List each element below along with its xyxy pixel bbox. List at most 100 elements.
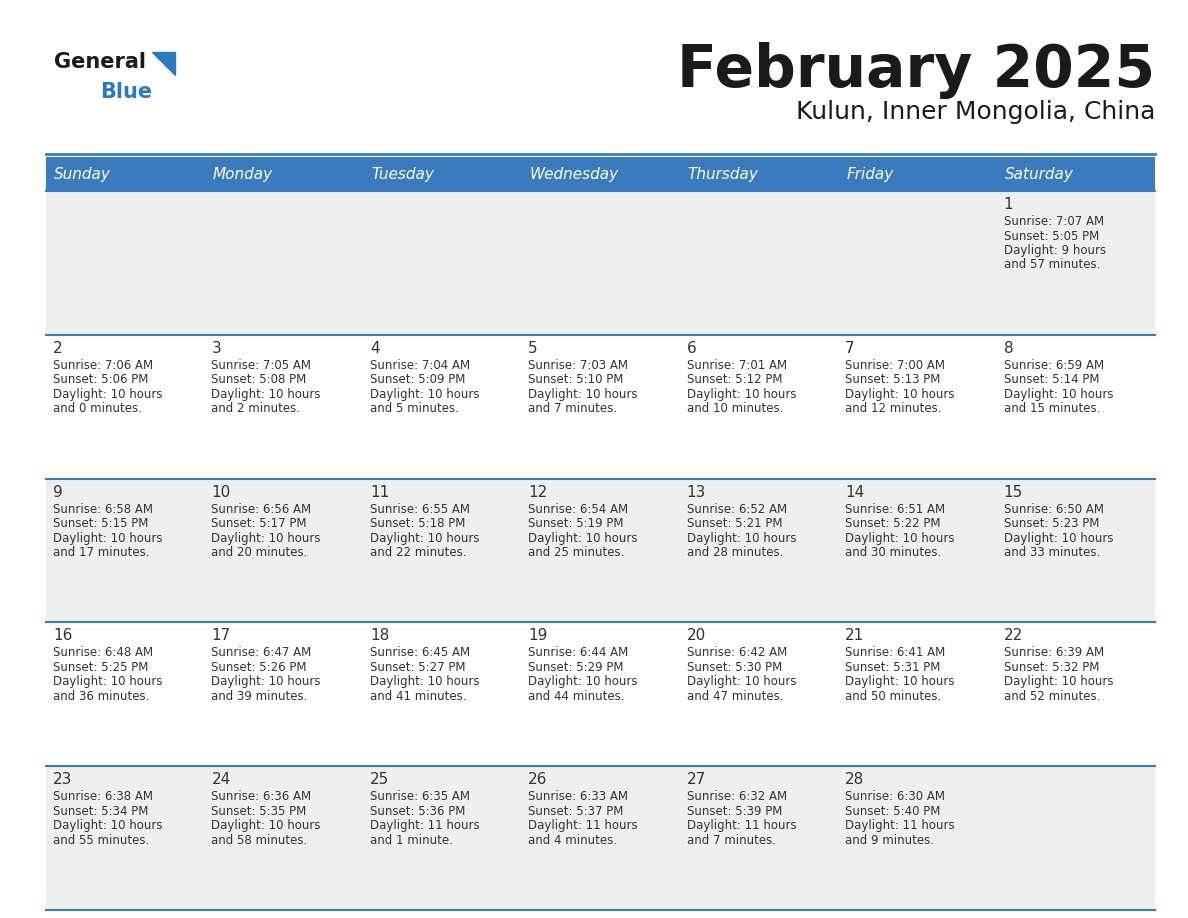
Text: Sunrise: 6:52 AM: Sunrise: 6:52 AM bbox=[687, 502, 786, 516]
Text: and 22 minutes.: and 22 minutes. bbox=[369, 546, 467, 559]
Text: and 2 minutes.: and 2 minutes. bbox=[211, 402, 301, 415]
Text: 12: 12 bbox=[529, 485, 548, 499]
Text: Sunrise: 6:38 AM: Sunrise: 6:38 AM bbox=[53, 790, 153, 803]
Text: 17: 17 bbox=[211, 629, 230, 644]
Text: and 47 minutes.: and 47 minutes. bbox=[687, 690, 783, 703]
Text: and 9 minutes.: and 9 minutes. bbox=[845, 834, 934, 846]
Text: Sunrise: 6:45 AM: Sunrise: 6:45 AM bbox=[369, 646, 470, 659]
Text: Sunset: 5:27 PM: Sunset: 5:27 PM bbox=[369, 661, 466, 674]
Text: Daylight: 10 hours: Daylight: 10 hours bbox=[53, 676, 163, 688]
Text: Sunrise: 6:58 AM: Sunrise: 6:58 AM bbox=[53, 502, 153, 516]
Text: Sunrise: 7:06 AM: Sunrise: 7:06 AM bbox=[53, 359, 153, 372]
Text: Sunset: 5:14 PM: Sunset: 5:14 PM bbox=[1004, 374, 1099, 386]
Bar bbox=[839, 157, 997, 191]
Text: Sunset: 5:40 PM: Sunset: 5:40 PM bbox=[845, 805, 941, 818]
Text: Sunrise: 7:03 AM: Sunrise: 7:03 AM bbox=[529, 359, 628, 372]
Text: Sunrise: 6:42 AM: Sunrise: 6:42 AM bbox=[687, 646, 786, 659]
Bar bbox=[362, 157, 522, 191]
Text: Sunrise: 6:54 AM: Sunrise: 6:54 AM bbox=[529, 502, 628, 516]
Bar bbox=[46, 478, 1155, 622]
Text: 18: 18 bbox=[369, 629, 390, 644]
Text: Sunrise: 6:41 AM: Sunrise: 6:41 AM bbox=[845, 646, 946, 659]
Text: and 39 minutes.: and 39 minutes. bbox=[211, 690, 308, 703]
Text: and 58 minutes.: and 58 minutes. bbox=[211, 834, 308, 846]
Text: Sunrise: 7:05 AM: Sunrise: 7:05 AM bbox=[211, 359, 311, 372]
Text: 13: 13 bbox=[687, 485, 706, 499]
Text: Sunset: 5:34 PM: Sunset: 5:34 PM bbox=[53, 805, 148, 818]
Text: Wednesday: Wednesday bbox=[530, 166, 619, 182]
Text: 8: 8 bbox=[1004, 341, 1013, 356]
Text: and 15 minutes.: and 15 minutes. bbox=[1004, 402, 1100, 415]
Bar bbox=[46, 335, 1155, 478]
Text: Sunrise: 6:32 AM: Sunrise: 6:32 AM bbox=[687, 790, 786, 803]
Text: Daylight: 10 hours: Daylight: 10 hours bbox=[687, 387, 796, 401]
Text: and 17 minutes.: and 17 minutes. bbox=[53, 546, 150, 559]
Text: Sunrise: 7:07 AM: Sunrise: 7:07 AM bbox=[1004, 215, 1104, 228]
Text: Sunset: 5:25 PM: Sunset: 5:25 PM bbox=[53, 661, 148, 674]
Text: Sunset: 5:21 PM: Sunset: 5:21 PM bbox=[687, 517, 782, 530]
Bar bbox=[204, 157, 362, 191]
Text: Daylight: 10 hours: Daylight: 10 hours bbox=[1004, 387, 1113, 401]
Text: Sunset: 5:35 PM: Sunset: 5:35 PM bbox=[211, 805, 307, 818]
Text: and 10 minutes.: and 10 minutes. bbox=[687, 402, 783, 415]
Text: Sunset: 5:19 PM: Sunset: 5:19 PM bbox=[529, 517, 624, 530]
Text: Sunrise: 6:50 AM: Sunrise: 6:50 AM bbox=[1004, 502, 1104, 516]
Text: Sunset: 5:30 PM: Sunset: 5:30 PM bbox=[687, 661, 782, 674]
Text: Daylight: 10 hours: Daylight: 10 hours bbox=[1004, 676, 1113, 688]
Text: Daylight: 10 hours: Daylight: 10 hours bbox=[845, 676, 955, 688]
Text: and 55 minutes.: and 55 minutes. bbox=[53, 834, 150, 846]
Text: Sunset: 5:09 PM: Sunset: 5:09 PM bbox=[369, 374, 466, 386]
Text: Sunrise: 6:56 AM: Sunrise: 6:56 AM bbox=[211, 502, 311, 516]
Text: Sunrise: 6:51 AM: Sunrise: 6:51 AM bbox=[845, 502, 946, 516]
Text: General: General bbox=[53, 52, 146, 72]
Text: Monday: Monday bbox=[213, 166, 272, 182]
Text: 27: 27 bbox=[687, 772, 706, 788]
Text: Daylight: 10 hours: Daylight: 10 hours bbox=[687, 532, 796, 544]
Text: Thursday: Thursday bbox=[688, 166, 759, 182]
Text: Daylight: 10 hours: Daylight: 10 hours bbox=[211, 532, 321, 544]
Text: Sunrise: 6:59 AM: Sunrise: 6:59 AM bbox=[1004, 359, 1104, 372]
Text: 21: 21 bbox=[845, 629, 865, 644]
Text: Daylight: 10 hours: Daylight: 10 hours bbox=[529, 676, 638, 688]
Text: and 4 minutes.: and 4 minutes. bbox=[529, 834, 618, 846]
Text: and 1 minute.: and 1 minute. bbox=[369, 834, 453, 846]
Text: 5: 5 bbox=[529, 341, 538, 356]
Text: Daylight: 10 hours: Daylight: 10 hours bbox=[53, 387, 163, 401]
Text: Sunday: Sunday bbox=[53, 166, 110, 182]
Text: Sunrise: 6:30 AM: Sunrise: 6:30 AM bbox=[845, 790, 946, 803]
Text: Daylight: 9 hours: Daylight: 9 hours bbox=[1004, 244, 1106, 257]
Text: and 5 minutes.: and 5 minutes. bbox=[369, 402, 459, 415]
Text: Sunset: 5:32 PM: Sunset: 5:32 PM bbox=[1004, 661, 1099, 674]
Text: Daylight: 10 hours: Daylight: 10 hours bbox=[53, 532, 163, 544]
Text: 3: 3 bbox=[211, 341, 221, 356]
Text: Saturday: Saturday bbox=[1005, 166, 1074, 182]
Text: Daylight: 10 hours: Daylight: 10 hours bbox=[369, 387, 479, 401]
Text: Sunrise: 7:00 AM: Sunrise: 7:00 AM bbox=[845, 359, 946, 372]
Text: and 20 minutes.: and 20 minutes. bbox=[211, 546, 308, 559]
Text: and 30 minutes.: and 30 minutes. bbox=[845, 546, 941, 559]
Text: and 7 minutes.: and 7 minutes. bbox=[529, 402, 618, 415]
Text: 24: 24 bbox=[211, 772, 230, 788]
Text: Daylight: 10 hours: Daylight: 10 hours bbox=[211, 676, 321, 688]
Text: 28: 28 bbox=[845, 772, 865, 788]
Text: Friday: Friday bbox=[846, 166, 893, 182]
Text: February 2025: February 2025 bbox=[677, 42, 1155, 99]
Text: Sunrise: 6:48 AM: Sunrise: 6:48 AM bbox=[53, 646, 153, 659]
Text: 4: 4 bbox=[369, 341, 379, 356]
Text: Sunset: 5:17 PM: Sunset: 5:17 PM bbox=[211, 517, 307, 530]
Text: Sunset: 5:39 PM: Sunset: 5:39 PM bbox=[687, 805, 782, 818]
Text: Daylight: 10 hours: Daylight: 10 hours bbox=[845, 532, 955, 544]
Text: Sunrise: 6:44 AM: Sunrise: 6:44 AM bbox=[529, 646, 628, 659]
Text: Daylight: 11 hours: Daylight: 11 hours bbox=[845, 819, 955, 833]
Text: and 44 minutes.: and 44 minutes. bbox=[529, 690, 625, 703]
Text: 23: 23 bbox=[53, 772, 72, 788]
Text: and 33 minutes.: and 33 minutes. bbox=[1004, 546, 1100, 559]
Text: Sunrise: 6:47 AM: Sunrise: 6:47 AM bbox=[211, 646, 311, 659]
Text: and 57 minutes.: and 57 minutes. bbox=[1004, 259, 1100, 272]
Text: 15: 15 bbox=[1004, 485, 1023, 499]
Text: 22: 22 bbox=[1004, 629, 1023, 644]
Text: Daylight: 11 hours: Daylight: 11 hours bbox=[529, 819, 638, 833]
Text: Sunset: 5:31 PM: Sunset: 5:31 PM bbox=[845, 661, 941, 674]
Text: Daylight: 10 hours: Daylight: 10 hours bbox=[1004, 532, 1113, 544]
Text: Daylight: 10 hours: Daylight: 10 hours bbox=[53, 819, 163, 833]
